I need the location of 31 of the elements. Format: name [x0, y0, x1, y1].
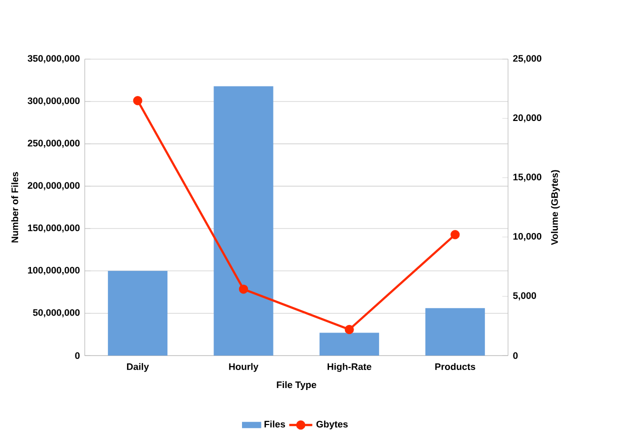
point: [133, 96, 142, 106]
y2-tick-label: 5,000: [513, 292, 536, 300]
y2-tick-label: 20,000: [513, 114, 542, 123]
y-tick-label: 250,000,000: [28, 140, 80, 148]
x-tick-label: Daily: [127, 363, 149, 372]
y2-tick-label: 0: [513, 352, 518, 360]
y-tick-label: 150,000,000: [28, 224, 80, 233]
point: [344, 324, 354, 334]
y2-tick-label: 10,000: [513, 233, 542, 242]
y2-tick-label: 15,000: [513, 174, 542, 182]
point: [238, 284, 248, 294]
x-tick-label: Products: [435, 363, 476, 370]
bar: [214, 86, 274, 356]
y-axis-title: Number of Files: [11, 172, 18, 242]
x-tick-label: Hourly: [229, 363, 258, 372]
y-tick-label: 350,000,000: [28, 55, 80, 64]
x-tick-label: High-Rate: [328, 363, 372, 372]
legend-label: Gbytes: [316, 420, 348, 430]
y-tick-label: 50,000,000: [33, 309, 80, 318]
y-tick-label: 200,000,000: [28, 182, 80, 190]
y2-axis-title: Volume (GBytes): [550, 170, 560, 246]
y-tick-label: 300,000,000: [28, 98, 80, 106]
x-axis-title: File Type: [276, 381, 316, 390]
bar: [425, 308, 485, 356]
bar: [108, 270, 168, 356]
y2-tick-label: 25,000: [513, 55, 542, 64]
legend-label: Files: [264, 420, 286, 428]
y-tick-label: 0: [75, 352, 80, 360]
bar: [320, 332, 380, 356]
y-tick-label: 100,000,000: [28, 266, 80, 275]
point: [450, 230, 460, 240]
